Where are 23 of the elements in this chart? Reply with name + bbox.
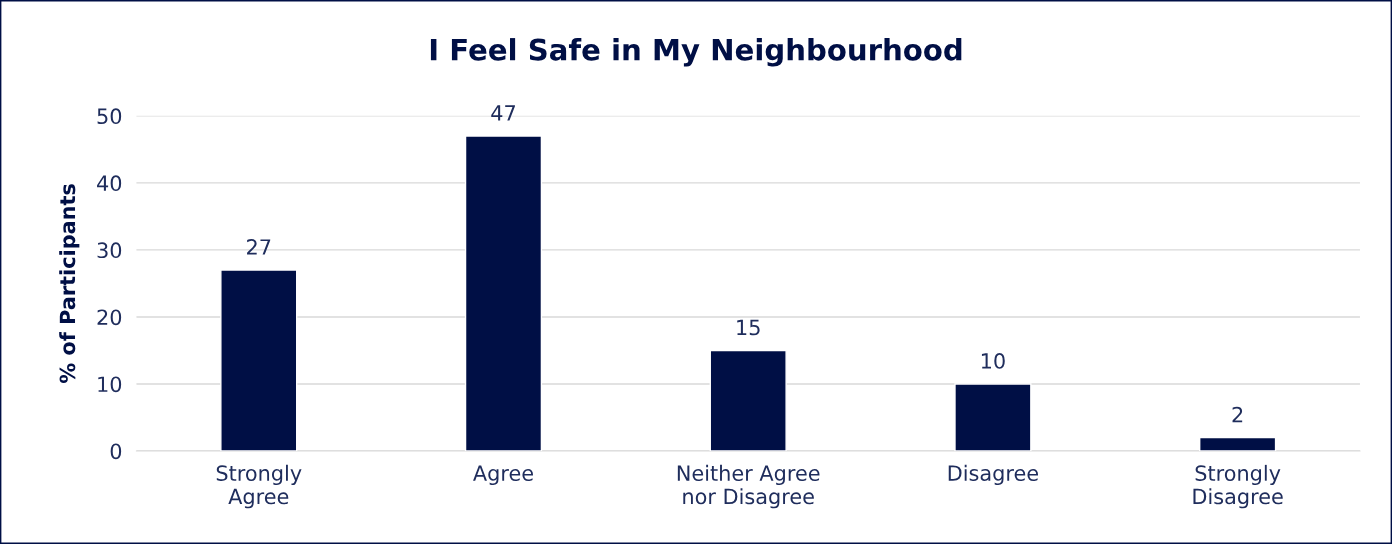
x-tick-label: Strongly Disagree xyxy=(1193,464,1283,509)
data-label: 47 xyxy=(491,105,515,121)
x-tick-label: Strongly Agree xyxy=(216,464,302,509)
y-tick-label: 50 xyxy=(97,108,122,125)
y-tick-label: 30 xyxy=(97,242,122,259)
bar xyxy=(220,269,298,451)
data-label: 15 xyxy=(737,319,760,336)
chart-title: I Feel Safe in My Neighbourhood xyxy=(430,38,962,67)
data-label: 10 xyxy=(981,353,1005,369)
bar xyxy=(954,383,1032,451)
y-tick-label: 20 xyxy=(97,309,122,326)
bar xyxy=(709,349,787,451)
x-tick-label: Agree xyxy=(473,465,533,486)
y-tick-label: 10 xyxy=(98,376,122,393)
data-label: 27 xyxy=(247,239,271,255)
x-tick-label: Disagree xyxy=(948,464,1039,486)
y-axis-title: % of Participants xyxy=(59,184,80,384)
y-tick-label: 0 xyxy=(110,443,122,460)
y-tick-label: 40 xyxy=(97,175,122,192)
data-label: 2 xyxy=(1232,406,1243,423)
bar xyxy=(1199,436,1277,451)
x-tick-label: Neither Agree nor Disagree xyxy=(677,464,820,509)
bar xyxy=(464,135,543,451)
